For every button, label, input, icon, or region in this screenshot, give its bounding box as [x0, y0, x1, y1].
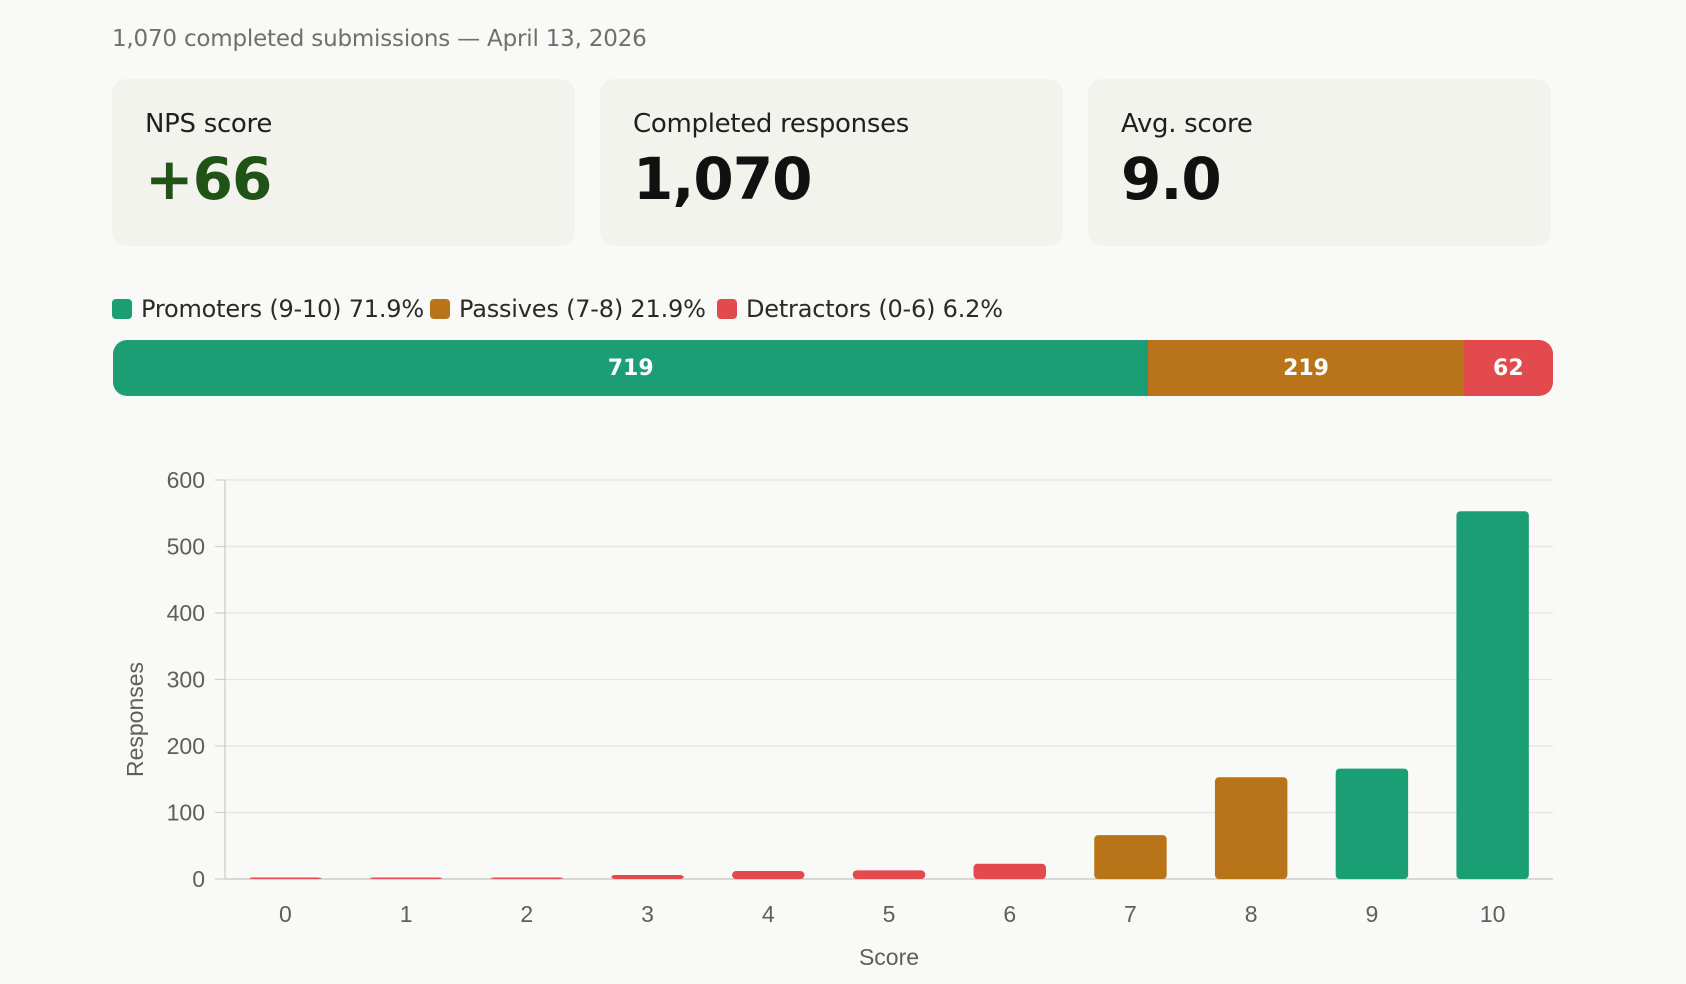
passives-segment: 219 [1148, 340, 1464, 396]
x-tick-label: 10 [1480, 901, 1506, 927]
avg-score-value: 9.0 [1121, 145, 1222, 213]
legend-passives-label: Passives (7-8) 21.9% [459, 295, 706, 323]
x-tick-label: 7 [1124, 901, 1137, 927]
y-tick-label: 600 [167, 467, 205, 493]
bar-score-1 [369, 877, 443, 879]
y-tick-label: 100 [167, 800, 205, 826]
bar-score-2 [490, 877, 564, 879]
y-axis-title: Responses [122, 662, 148, 777]
bar-score-5 [852, 870, 926, 879]
bar-score-10 [1456, 511, 1529, 879]
legend-passives: Passives (7-8) 21.9% [430, 295, 706, 323]
x-tick-label: 5 [883, 901, 896, 927]
bar-score-9 [1335, 768, 1409, 879]
x-tick-label: 4 [762, 901, 775, 927]
promoters-count: 719 [607, 355, 654, 381]
kpi-cards: NPS score +66 Completed responses 1,070 … [112, 79, 1553, 246]
completed-responses-label: Completed responses [633, 109, 910, 139]
x-tick-label: 8 [1245, 901, 1258, 927]
submissions-subtitle: 1,070 completed submissions — April 13, … [112, 26, 647, 52]
x-tick-label: 0 [279, 901, 292, 927]
promoters-segment: 719 [113, 340, 1149, 396]
avg-score-label: Avg. score [1121, 109, 1253, 139]
y-tick-label: 200 [167, 733, 205, 759]
detractors-swatch [717, 299, 737, 319]
detractors-count: 62 [1493, 355, 1524, 381]
bar-score-0 [249, 877, 322, 879]
bar-score-3 [611, 875, 684, 879]
detractors-segment: 62 [1463, 340, 1553, 396]
legend-detractors-label: Detractors (0-6) 6.2% [746, 295, 1003, 323]
legend-promoters-label: Promoters (9-10) 71.9% [141, 295, 424, 323]
nps-score-value: +66 [145, 145, 272, 213]
y-tick-label: 300 [167, 667, 205, 693]
nps-score-label: NPS score [145, 109, 273, 139]
legend-detractors: Detractors (0-6) 6.2% [717, 295, 1003, 323]
bar-score-4 [732, 871, 805, 879]
score-distribution-chart: 0 100 200 300 400 500 600 0 1 2 3 4 5 6 7 8 9 10 Score Resp… [122, 467, 1553, 970]
nps-score-card: NPS score +66 [112, 79, 575, 246]
completed-responses-card: Completed responses 1,070 [600, 79, 1063, 246]
passives-count: 219 [1283, 355, 1329, 381]
x-tick-label: 2 [520, 901, 533, 927]
completed-responses-value: 1,070 [633, 145, 812, 213]
avg-score-card: Avg. score 9.0 [1088, 79, 1551, 246]
x-tick-label: 3 [641, 901, 654, 927]
x-tick-label: 6 [1003, 901, 1016, 927]
segment-stacked-bar: 719 219 62 [113, 340, 1553, 396]
bar-score-7 [1094, 835, 1167, 879]
y-tick-label: 500 [167, 534, 205, 560]
legend-promoters: Promoters (9-10) 71.9% [112, 295, 424, 323]
x-tick-label: 9 [1366, 901, 1379, 927]
x-axis-title: Score [859, 944, 919, 970]
bar-score-8 [1214, 777, 1288, 879]
passives-swatch [430, 299, 450, 319]
bar-score-6 [973, 863, 1046, 879]
y-tick-label: 400 [167, 600, 205, 626]
y-tick-label: 0 [192, 866, 205, 892]
promoters-swatch [112, 299, 132, 319]
x-tick-label: 1 [400, 901, 413, 927]
